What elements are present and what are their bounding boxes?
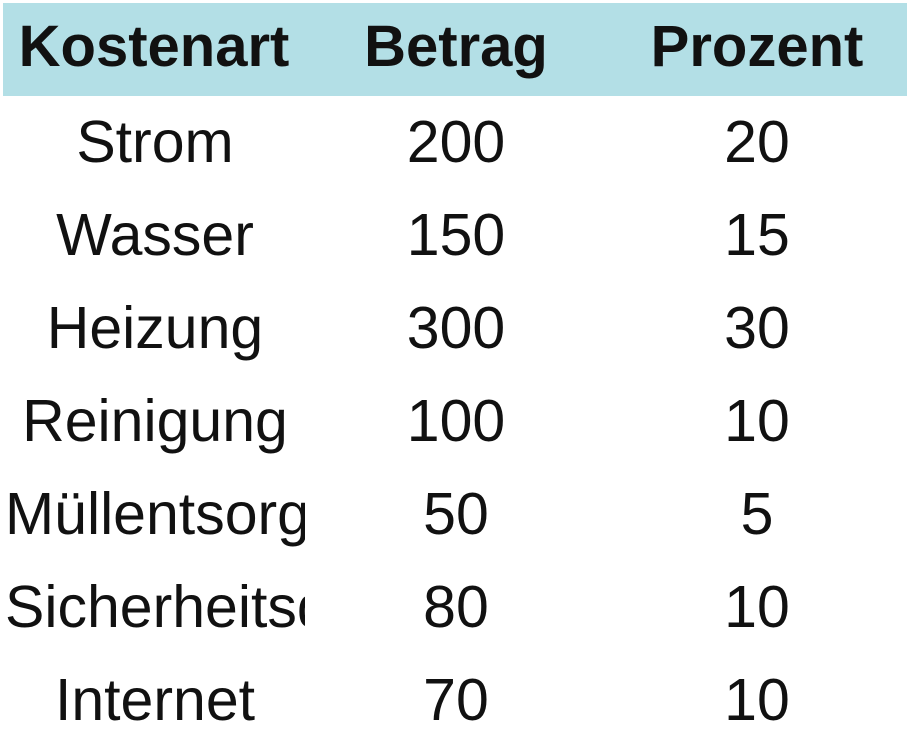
cell-betrag: 150 — [406, 202, 506, 268]
cell-prozent: 20 — [724, 109, 790, 175]
cell-prozent: 15 — [724, 202, 790, 268]
cell-prozent: 10 — [724, 388, 790, 454]
cell-prozent: 5 — [740, 481, 774, 547]
table-row: Müllentsorgung 50 5 — [0, 468, 910, 561]
cell-kostenart: Heizung — [46, 295, 264, 361]
cell-kostenart: Müllentsorgung — [5, 481, 305, 547]
cell-kostenart: Sicherheitsdienst — [5, 574, 305, 640]
column-header-kostenart: Kostenart — [18, 14, 290, 79]
column-header-prozent: Prozent — [650, 14, 864, 79]
table-header-row: Kostenart Betrag Prozent — [0, 0, 910, 96]
table-row: Sicherheitsdienst 80 10 — [0, 561, 910, 654]
cell-betrag: 80 — [423, 574, 489, 640]
cell-betrag: 200 — [406, 109, 506, 175]
cell-kostenart: Wasser — [56, 202, 254, 268]
table-row: Internet 70 10 — [0, 654, 910, 747]
table-row: Reinigung 100 10 — [0, 375, 910, 468]
header-background — [3, 3, 907, 96]
cell-prozent: 10 — [724, 667, 790, 733]
cell-betrag: 50 — [423, 481, 489, 547]
table-row: Heizung 300 30 — [0, 282, 910, 375]
cell-betrag: 100 — [406, 388, 506, 454]
cell-prozent: 30 — [724, 295, 790, 361]
cell-prozent: 10 — [724, 574, 790, 640]
table-row: Strom 200 20 — [0, 96, 910, 189]
column-header-betrag: Betrag — [364, 14, 548, 79]
cell-kostenart: Strom — [76, 109, 234, 175]
cell-kostenart: Internet — [54, 667, 256, 733]
cell-kostenart: Reinigung — [22, 388, 288, 454]
cell-betrag: 300 — [406, 295, 506, 361]
table-row: Wasser 150 15 — [0, 189, 910, 282]
cell-betrag: 70 — [423, 667, 489, 733]
